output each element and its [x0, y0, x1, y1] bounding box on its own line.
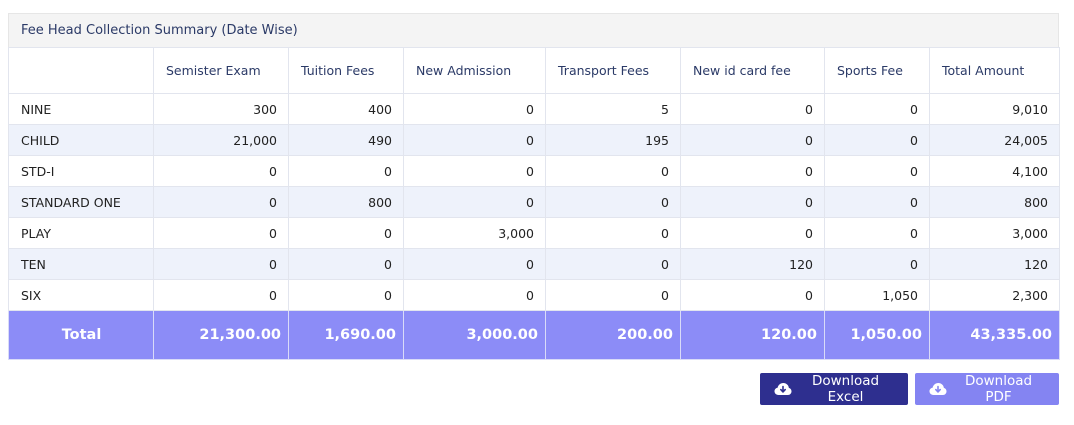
- total-cell: 1,050.00: [824, 310, 930, 360]
- table-cell: 0: [680, 186, 825, 218]
- table-cell: 3,000: [403, 217, 546, 249]
- total-cell: 43,335.00: [929, 310, 1060, 360]
- table-cell: 0: [403, 93, 546, 125]
- table-cell: 0: [403, 248, 546, 280]
- table-cell: 0: [824, 248, 930, 280]
- table-row: STD-I 0 0 0 0 0 0 4,100: [8, 155, 1060, 187]
- column-header: New id card fee: [680, 47, 825, 94]
- table-cell: 800: [288, 186, 404, 218]
- total-cell: 21,300.00: [153, 310, 289, 360]
- column-header: [8, 47, 154, 94]
- table-cell: 0: [680, 155, 825, 187]
- total-row: Total 21,300.00 1,690.00 3,000.00 200.00…: [8, 310, 1060, 360]
- table-cell: 2,300: [929, 279, 1060, 311]
- table-row: NINE 300 400 0 5 0 0 9,010: [8, 93, 1060, 125]
- table-cell: 300: [153, 93, 289, 125]
- column-header: Sports Fee: [824, 47, 930, 94]
- table-cell: 5: [545, 93, 681, 125]
- table-header-row: Semister Exam Tuition Fees New Admission…: [8, 47, 1060, 94]
- table-cell: 0: [153, 155, 289, 187]
- table-cell: 0: [545, 248, 681, 280]
- table-row: TEN 0 0 0 0 120 0 120: [8, 248, 1060, 280]
- table-cell: 490: [288, 124, 404, 156]
- download-pdf-label: Download PDF: [964, 373, 1033, 405]
- table-cell: 0: [680, 279, 825, 311]
- table-row: CHILD 21,000 490 0 195 0 0 24,005: [8, 124, 1060, 156]
- table-cell: 0: [288, 155, 404, 187]
- table-cell: 0: [824, 186, 930, 218]
- table-cell: 1,050: [824, 279, 930, 311]
- download-excel-label: Download Excel: [811, 373, 880, 405]
- total-cell: 3,000.00: [403, 310, 546, 360]
- table-cell: 0: [403, 186, 546, 218]
- table-cell: 120: [929, 248, 1060, 280]
- download-pdf-button[interactable]: Download PDF: [915, 373, 1059, 405]
- table-cell: SIX: [8, 279, 154, 311]
- table-cell: 0: [680, 217, 825, 249]
- table-cell: 0: [545, 217, 681, 249]
- table-cell: 0: [153, 248, 289, 280]
- table-cell: 0: [288, 248, 404, 280]
- table-cell: 0: [403, 155, 546, 187]
- download-excel-button[interactable]: Download Excel: [760, 373, 908, 405]
- table-cell: 0: [403, 124, 546, 156]
- total-cell: 120.00: [680, 310, 825, 360]
- cloud-download-icon: [774, 382, 792, 396]
- table-cell: 0: [153, 186, 289, 218]
- table-cell: 120: [680, 248, 825, 280]
- fee-summary-panel: Fee Head Collection Summary (Date Wise) …: [8, 13, 1060, 360]
- table-cell: 4,100: [929, 155, 1060, 187]
- download-actions: Download Excel Download PDF: [760, 373, 1059, 405]
- total-label: Total: [8, 310, 154, 360]
- table-cell: 9,010: [929, 93, 1060, 125]
- column-header: Semister Exam: [153, 47, 289, 94]
- panel-title: Fee Head Collection Summary (Date Wise): [8, 13, 1059, 47]
- table-cell: STANDARD ONE: [8, 186, 154, 218]
- table-cell: 400: [288, 93, 404, 125]
- table-cell: 0: [545, 279, 681, 311]
- table-cell: 0: [680, 124, 825, 156]
- table-cell: 0: [824, 124, 930, 156]
- table-cell: 800: [929, 186, 1060, 218]
- table-cell: 0: [824, 155, 930, 187]
- table-cell: 0: [153, 217, 289, 249]
- table-cell: 24,005: [929, 124, 1060, 156]
- table-cell: 0: [153, 279, 289, 311]
- column-header: New Admission: [403, 47, 546, 94]
- table-cell: 21,000: [153, 124, 289, 156]
- fee-summary-table: Semister Exam Tuition Fees New Admission…: [8, 47, 1060, 360]
- table-cell: 3,000: [929, 217, 1060, 249]
- table-row: STANDARD ONE 0 800 0 0 0 0 800: [8, 186, 1060, 218]
- table-cell: 0: [824, 217, 930, 249]
- table-cell: NINE: [8, 93, 154, 125]
- table-cell: TEN: [8, 248, 154, 280]
- table-row: PLAY 0 0 3,000 0 0 0 3,000: [8, 217, 1060, 249]
- column-header: Transport Fees: [545, 47, 681, 94]
- table-cell: 0: [288, 217, 404, 249]
- table-cell: 0: [824, 93, 930, 125]
- cloud-download-icon: [929, 382, 947, 396]
- column-header: Tuition Fees: [288, 47, 404, 94]
- column-header: Total Amount: [929, 47, 1060, 94]
- total-cell: 200.00: [545, 310, 681, 360]
- table-cell: 0: [545, 155, 681, 187]
- table-cell: STD-I: [8, 155, 154, 187]
- table-cell: PLAY: [8, 217, 154, 249]
- table-cell: 0: [288, 279, 404, 311]
- total-cell: 1,690.00: [288, 310, 404, 360]
- table-cell: CHILD: [8, 124, 154, 156]
- table-cell: 195: [545, 124, 681, 156]
- table-cell: 0: [403, 279, 546, 311]
- table-row: SIX 0 0 0 0 0 1,050 2,300: [8, 279, 1060, 311]
- table-cell: 0: [680, 93, 825, 125]
- table-cell: 0: [545, 186, 681, 218]
